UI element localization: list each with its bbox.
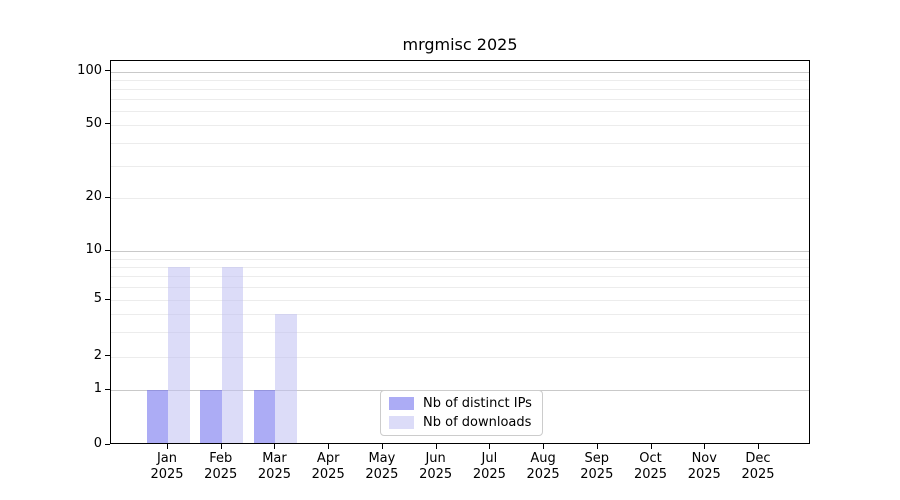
x-axis-tick-mark [328, 444, 330, 449]
bar-distinct-ips-feb [200, 390, 222, 443]
y-axis-tick-label: 50 [85, 115, 102, 131]
x-axis-tick-mark [596, 444, 598, 449]
gridline-minor [111, 198, 809, 200]
x-axis-tick-label: Feb 2025 [204, 451, 238, 482]
x-axis-tick-label: Sep 2025 [580, 451, 614, 482]
x-axis-tick-mark [704, 444, 706, 449]
bar-downloads-mar [275, 313, 297, 443]
y-axis-tick-mark [105, 196, 110, 198]
legend-swatch [389, 415, 414, 429]
plot-area [110, 60, 810, 444]
gridline-major [111, 71, 809, 73]
gridline-minor [111, 124, 809, 126]
y-axis-tick-label: 100 [77, 62, 102, 78]
gridline-minor [111, 79, 809, 81]
y-axis-tick-mark [105, 355, 110, 357]
y-axis-tick-mark [105, 123, 110, 125]
x-axis-tick-label: Jan 2025 [150, 451, 184, 482]
y-axis-tick-mark [105, 298, 110, 300]
legend-entry: Nb of distinct IPs [389, 396, 534, 411]
legend-entry-label: Nb of downloads [423, 414, 532, 430]
gridline-minor [111, 110, 809, 112]
x-axis-tick-mark [220, 444, 222, 449]
x-axis-tick-mark [167, 444, 168, 449]
legend-entry: Nb of downloads [389, 415, 534, 430]
bar-downloads-feb [221, 266, 244, 443]
gridline-minor [111, 98, 809, 100]
y-axis-tick-mark [105, 70, 110, 71]
legend-swatch [389, 397, 414, 411]
y-axis-tick-label: 20 [85, 189, 102, 205]
y-axis-tick-label: 5 [93, 291, 102, 307]
y-axis-tick-label: 1 [93, 381, 102, 397]
gridline-minor [111, 258, 809, 260]
y-axis-tick-mark [105, 443, 110, 445]
x-axis-tick-label: Jun 2025 [419, 451, 453, 482]
gridline-minor [111, 266, 809, 268]
gridline-minor [111, 313, 809, 315]
x-axis-tick-mark [381, 444, 383, 449]
gridline-minor [111, 331, 809, 333]
bar-distinct-ips-mar [253, 390, 276, 443]
gridline-minor [111, 300, 809, 302]
gridline-minor [111, 142, 809, 144]
y-axis-tick-label: 2 [93, 347, 102, 363]
gridline-major [111, 251, 809, 253]
y-axis-tick-mark [105, 388, 110, 390]
gridline-minor [111, 287, 809, 289]
x-axis-tick-mark [274, 444, 276, 449]
x-axis-tick-label: Nov 2025 [687, 451, 721, 482]
x-axis-tick-mark [650, 444, 652, 449]
y-axis-tick-mark [105, 249, 110, 251]
legend: Nb of distinct IPs Nb of downloads [380, 390, 543, 436]
chart-title: mrgmisc 2025 [402, 35, 518, 54]
x-axis-tick-mark [543, 444, 545, 449]
x-axis-tick-label: Mar 2025 [257, 451, 291, 482]
x-axis-tick-label: Aug 2025 [526, 451, 560, 482]
x-axis-tick-mark [757, 444, 759, 449]
bar-downloads-jan [168, 266, 190, 443]
x-axis-tick-mark [435, 444, 437, 449]
x-axis-tick-mark [489, 444, 491, 449]
y-axis-tick-label: 0 [93, 436, 102, 451]
x-axis-tick-label: May 2025 [365, 451, 399, 482]
bar-distinct-ips-jan [146, 390, 168, 443]
x-axis-tick-label: Oct 2025 [633, 451, 668, 482]
x-axis-tick-label: Dec 2025 [741, 451, 775, 482]
legend-entry-label: Nb of distinct IPs [423, 396, 532, 412]
gridline-minor [111, 88, 809, 90]
gridline-minor [111, 276, 809, 278]
y-axis-tick-label: 10 [85, 242, 102, 258]
gridline-minor [111, 356, 809, 358]
x-axis-tick-label: Jul 2025 [472, 451, 506, 482]
gridline-minor [111, 165, 809, 167]
x-axis-tick-label: Apr 2025 [311, 451, 345, 482]
